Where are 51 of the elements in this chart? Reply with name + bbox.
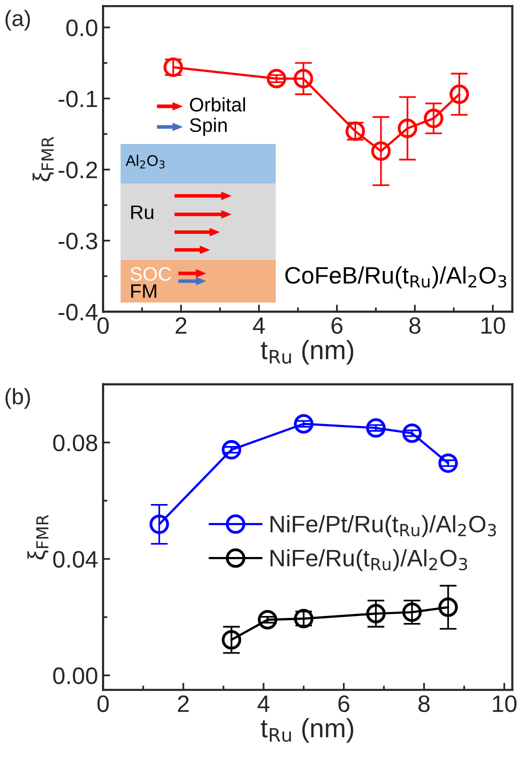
annotation: SOC <box>130 267 172 281</box>
x-tick-label: 4 <box>258 696 270 712</box>
chart-title: (b) <box>6 388 30 409</box>
x-tick-label: 6 <box>338 695 350 712</box>
x-tick-label: 8 <box>418 695 430 712</box>
x-tick-label: 8 <box>409 317 420 334</box>
x-tick-label: 10 <box>492 695 516 712</box>
point <box>371 141 391 161</box>
x-tick-label: 0 <box>97 695 109 712</box>
x-tick-label: 10 <box>481 317 506 334</box>
point <box>450 84 470 104</box>
y-tick-label: 0.00 <box>53 667 98 684</box>
x-tick-label: 4 <box>252 317 265 334</box>
point <box>222 440 242 460</box>
point <box>150 514 169 534</box>
x-tick-label: 2 <box>176 317 186 334</box>
point <box>294 414 314 434</box>
chart-title: (a) <box>6 10 30 31</box>
annotation: Ru <box>131 206 154 220</box>
y-axis-title: ξ$_{FMR}$ <box>27 514 49 560</box>
y-tick-label: 0.08 <box>53 434 98 452</box>
point <box>424 108 444 128</box>
annotation: Spin <box>190 118 227 136</box>
annotation: CoFeB/Ru(t$_{Ru}$)/Al$_{2}$O$_{3}$ <box>285 266 506 288</box>
annotation: Orbital <box>190 97 245 112</box>
annotation: FM <box>131 284 156 298</box>
point <box>438 453 458 473</box>
point <box>222 630 242 650</box>
x-tick-label: 0 <box>97 317 109 334</box>
legend-label: NiFe/Pt/Ru(t$_{Ru}$)/Al$_{2}$O$_{3}$ <box>270 515 496 538</box>
x-axis-title: t$_{Ru}$ (nm) <box>260 718 354 743</box>
point <box>366 418 386 438</box>
y-tick-label: -0.3 <box>58 232 98 250</box>
point <box>266 68 286 88</box>
x-axis-title: t$_{Ru}$ (nm) <box>260 340 354 365</box>
y-tick-label: -0.4 <box>58 304 98 320</box>
point <box>398 118 418 138</box>
y-tick-label: -0.2 <box>58 162 98 178</box>
y-tick-label: -0.1 <box>58 90 98 108</box>
y-tick-label: 0.0 <box>66 20 98 36</box>
legend-label: NiFe/Ru(t$_{Ru}$)/Al$_{2}$O$_{3}$ <box>270 549 468 572</box>
point <box>258 610 278 630</box>
annotation: Al$_{2}$O$_{3}$ <box>126 154 165 168</box>
x-tick-label: 6 <box>332 317 342 334</box>
point <box>366 604 386 624</box>
point <box>402 423 422 443</box>
point <box>294 68 314 88</box>
y-tick-label: 0.04 <box>53 550 98 568</box>
x-tick-label: 2 <box>178 695 189 712</box>
y-axis-title: ξ$_{FMR}$ <box>32 136 54 182</box>
point <box>438 598 458 617</box>
